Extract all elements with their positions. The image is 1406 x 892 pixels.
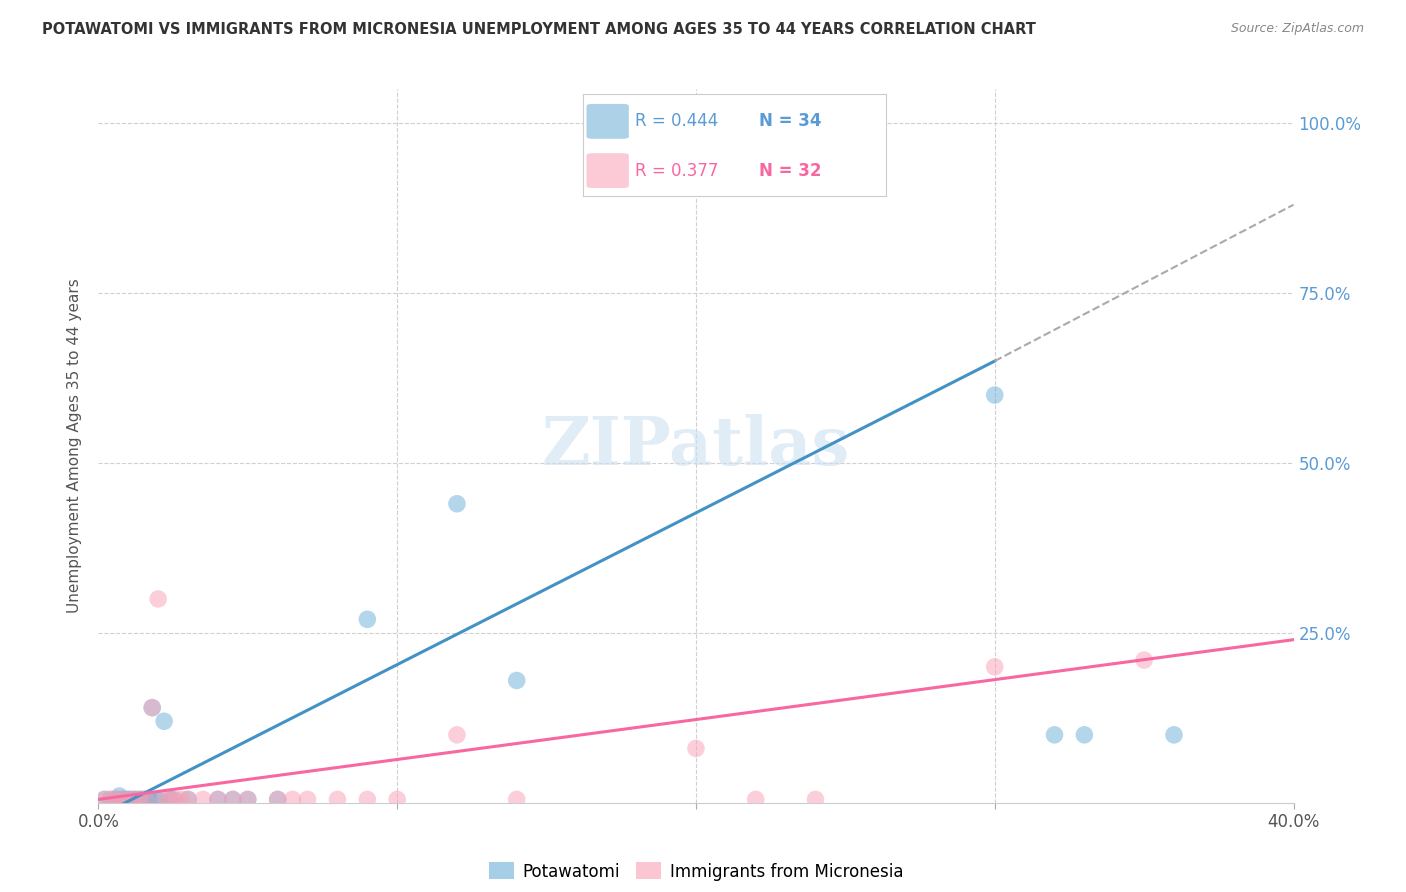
- Point: [236, 792, 259, 806]
- Point: [141, 700, 163, 714]
- Point: [153, 714, 176, 729]
- Text: POTAWATOMI VS IMMIGRANTS FROM MICRONESIA UNEMPLOYMENT AMONG AGES 35 TO 44 YEARS : POTAWATOMI VS IMMIGRANTS FROM MICRONESIA…: [42, 22, 1036, 37]
- Point: [135, 792, 157, 806]
- Point: [165, 792, 187, 806]
- Text: R = 0.444: R = 0.444: [636, 112, 718, 130]
- Point: [124, 792, 146, 806]
- Point: [984, 388, 1007, 402]
- Point: [834, 116, 856, 130]
- Point: [191, 792, 214, 806]
- Point: [1133, 653, 1156, 667]
- Point: [138, 792, 160, 806]
- Point: [446, 728, 468, 742]
- Text: ZIPatlas: ZIPatlas: [541, 414, 851, 478]
- Point: [162, 792, 184, 806]
- Point: [177, 792, 200, 806]
- Point: [267, 792, 290, 806]
- Point: [685, 741, 707, 756]
- Point: [222, 792, 245, 806]
- Point: [506, 792, 529, 806]
- Point: [745, 792, 768, 806]
- Text: N = 34: N = 34: [759, 112, 821, 130]
- Point: [105, 792, 128, 806]
- Point: [865, 116, 887, 130]
- Point: [356, 612, 378, 626]
- Point: [267, 792, 290, 806]
- Point: [236, 792, 259, 806]
- Point: [159, 792, 181, 806]
- Point: [117, 792, 139, 806]
- Point: [222, 792, 245, 806]
- Point: [153, 792, 176, 806]
- Point: [281, 792, 304, 806]
- Point: [100, 792, 122, 806]
- Text: R = 0.377: R = 0.377: [636, 161, 718, 179]
- Point: [114, 792, 136, 806]
- Y-axis label: Unemployment Among Ages 35 to 44 years: Unemployment Among Ages 35 to 44 years: [67, 278, 83, 614]
- Point: [148, 792, 170, 806]
- Point: [1073, 728, 1095, 742]
- Text: Source: ZipAtlas.com: Source: ZipAtlas.com: [1230, 22, 1364, 36]
- Point: [111, 792, 134, 806]
- Point: [159, 792, 181, 806]
- Point: [108, 789, 131, 803]
- Point: [172, 792, 194, 806]
- Point: [135, 792, 157, 806]
- Point: [148, 591, 170, 606]
- Point: [506, 673, 529, 688]
- Point: [177, 792, 200, 806]
- Point: [446, 497, 468, 511]
- Point: [143, 792, 166, 806]
- FancyBboxPatch shape: [586, 153, 628, 188]
- Point: [129, 792, 152, 806]
- Point: [141, 700, 163, 714]
- Text: N = 32: N = 32: [759, 161, 821, 179]
- Point: [385, 792, 409, 806]
- Point: [127, 792, 149, 806]
- Point: [1043, 728, 1066, 742]
- Point: [984, 660, 1007, 674]
- Point: [132, 792, 155, 806]
- Point: [124, 792, 146, 806]
- Point: [297, 792, 319, 806]
- Point: [804, 792, 827, 806]
- FancyBboxPatch shape: [586, 104, 628, 139]
- Point: [326, 792, 349, 806]
- Point: [111, 792, 134, 806]
- Point: [120, 792, 142, 806]
- Point: [117, 792, 139, 806]
- Point: [105, 792, 128, 806]
- Point: [93, 792, 115, 806]
- Point: [93, 792, 115, 806]
- Point: [129, 792, 152, 806]
- Point: [207, 792, 229, 806]
- Legend: Potawatomi, Immigrants from Micronesia: Potawatomi, Immigrants from Micronesia: [482, 855, 910, 888]
- Point: [356, 792, 378, 806]
- Point: [100, 792, 122, 806]
- Point: [207, 792, 229, 806]
- Point: [1163, 728, 1185, 742]
